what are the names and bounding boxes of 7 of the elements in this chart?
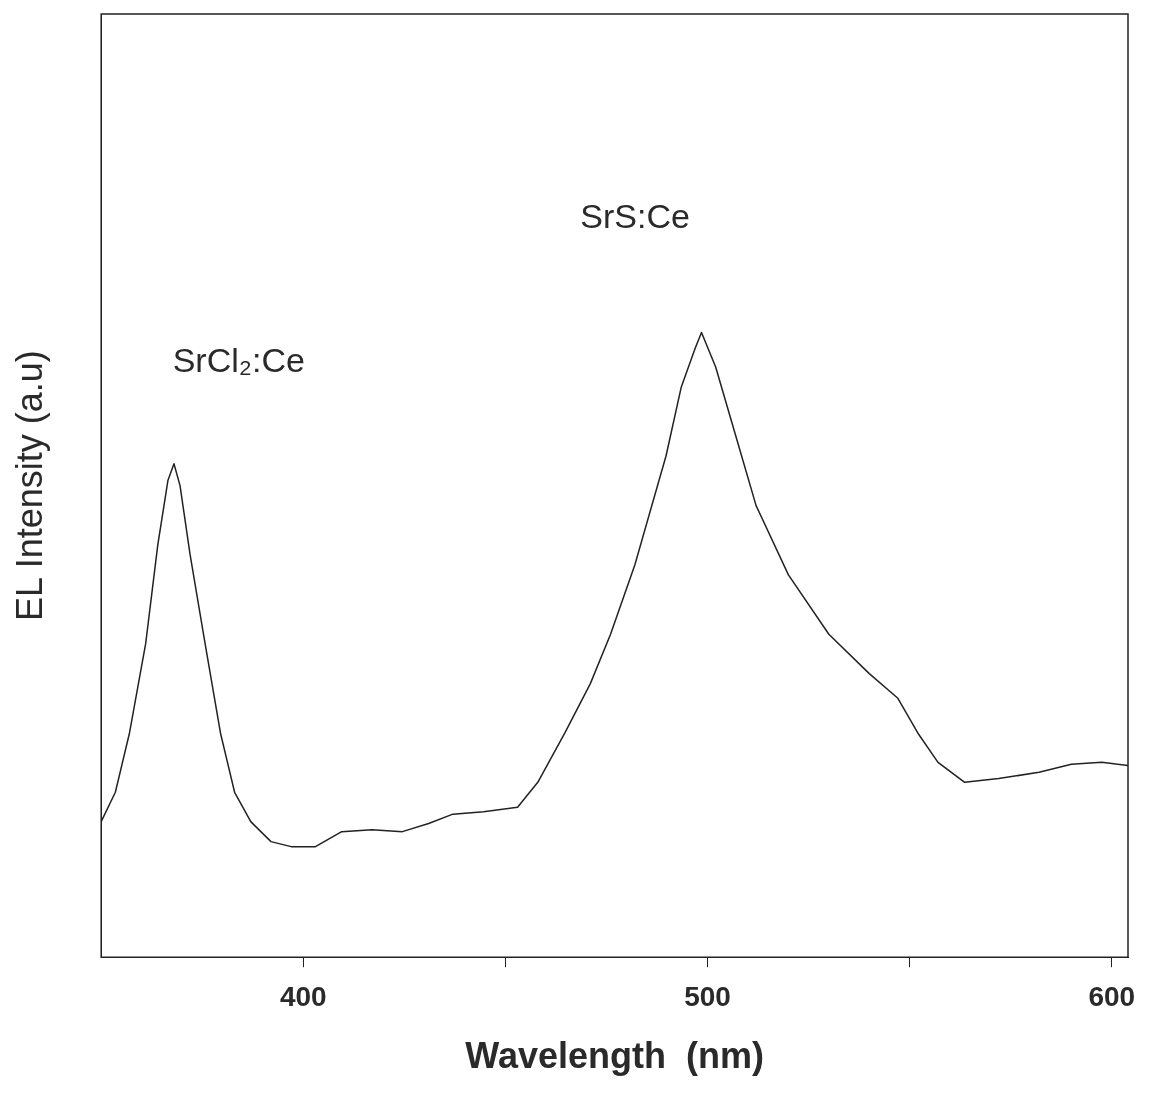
annotation: SrCl₂:Ce bbox=[172, 341, 305, 380]
text: SrS:Ce bbox=[580, 197, 690, 236]
y-axis-title: EL Intensity (a.u) bbox=[8, 350, 50, 621]
x-axis-title: Wavelength (nm) bbox=[465, 1035, 764, 1077]
x-tick-label: 400 bbox=[279, 980, 327, 1012]
x-tick-label: 500 bbox=[684, 980, 731, 1012]
x-tick-label: 600 bbox=[1088, 980, 1136, 1012]
